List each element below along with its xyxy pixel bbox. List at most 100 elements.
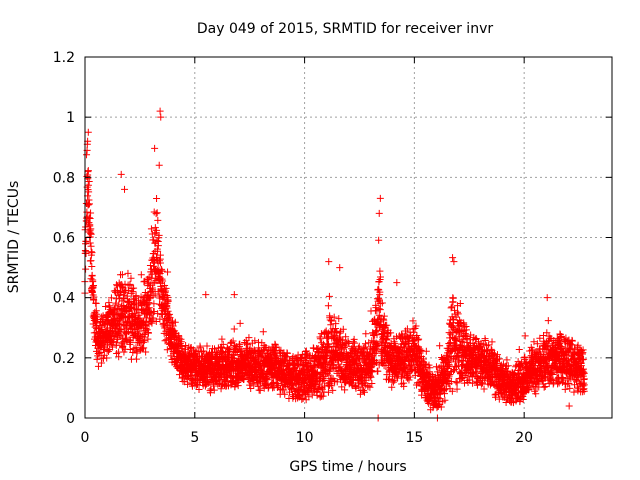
data-point bbox=[580, 375, 588, 383]
data-point bbox=[132, 292, 140, 300]
chart-title: Day 049 of 2015, SRMTID for receiver inv… bbox=[197, 21, 493, 37]
data-point bbox=[127, 274, 135, 282]
data-point bbox=[147, 287, 155, 295]
data-point bbox=[541, 382, 549, 390]
data-point bbox=[336, 264, 344, 272]
data-point bbox=[94, 362, 102, 370]
data-point bbox=[85, 214, 93, 222]
data-point bbox=[142, 318, 150, 326]
data-point bbox=[89, 282, 97, 290]
data-point bbox=[406, 373, 414, 381]
data-point bbox=[196, 344, 204, 352]
data-point bbox=[342, 333, 350, 341]
data-point bbox=[477, 380, 485, 388]
data-point bbox=[492, 364, 500, 372]
data-point bbox=[335, 315, 343, 323]
data-point bbox=[219, 340, 227, 348]
data-point bbox=[236, 319, 244, 327]
data-point bbox=[388, 383, 396, 391]
data-point bbox=[114, 320, 122, 328]
data-point bbox=[324, 302, 332, 310]
data-point bbox=[114, 335, 122, 343]
data-point bbox=[125, 298, 133, 306]
data-point bbox=[417, 346, 425, 354]
data-point bbox=[329, 386, 337, 394]
data-points bbox=[81, 107, 588, 422]
data-point bbox=[95, 349, 103, 357]
data-point bbox=[107, 294, 115, 302]
data-point bbox=[402, 363, 410, 371]
data-point bbox=[140, 337, 148, 345]
data-point bbox=[341, 386, 349, 394]
data-point bbox=[425, 399, 433, 407]
data-point bbox=[321, 328, 329, 336]
x-tick-label: 0 bbox=[81, 430, 90, 446]
data-point bbox=[359, 387, 367, 395]
data-point bbox=[82, 223, 90, 231]
data-point bbox=[328, 382, 336, 390]
data-point bbox=[184, 380, 192, 388]
data-point bbox=[106, 335, 114, 343]
data-point bbox=[137, 271, 145, 279]
data-point bbox=[378, 299, 386, 307]
data-point bbox=[112, 299, 120, 307]
data-point bbox=[283, 349, 291, 357]
data-point bbox=[473, 381, 481, 389]
data-point bbox=[351, 339, 359, 347]
data-point bbox=[579, 346, 587, 354]
data-point bbox=[227, 338, 235, 346]
data-point bbox=[109, 338, 117, 346]
data-point bbox=[366, 383, 374, 391]
data-point bbox=[84, 128, 92, 136]
data-point bbox=[113, 304, 121, 312]
data-point bbox=[376, 288, 384, 296]
data-point bbox=[292, 366, 300, 374]
data-point bbox=[130, 284, 138, 292]
data-point bbox=[566, 384, 574, 392]
data-point bbox=[544, 317, 552, 325]
data-point bbox=[383, 321, 391, 329]
data-point bbox=[532, 390, 540, 398]
data-point bbox=[210, 386, 218, 394]
data-point bbox=[570, 388, 578, 396]
data-point bbox=[565, 346, 573, 354]
data-point bbox=[281, 390, 289, 398]
data-point bbox=[88, 262, 96, 270]
data-point bbox=[153, 209, 161, 217]
data-point bbox=[338, 383, 346, 391]
data-point bbox=[155, 231, 163, 239]
data-point bbox=[171, 318, 179, 326]
data-point bbox=[453, 337, 461, 345]
data-point bbox=[424, 368, 432, 376]
data-point bbox=[90, 293, 98, 301]
data-point bbox=[88, 249, 96, 257]
data-point bbox=[84, 201, 92, 209]
data-point bbox=[452, 336, 460, 344]
data-point bbox=[380, 312, 388, 320]
data-point bbox=[82, 265, 90, 273]
data-point bbox=[109, 343, 117, 351]
data-point bbox=[543, 294, 551, 302]
data-point bbox=[230, 325, 238, 333]
data-point bbox=[380, 322, 388, 330]
data-point bbox=[124, 269, 132, 277]
data-point bbox=[360, 344, 368, 352]
data-point bbox=[445, 361, 453, 369]
data-point bbox=[149, 279, 157, 287]
data-point bbox=[152, 210, 160, 218]
data-point bbox=[159, 277, 167, 285]
data-point bbox=[437, 403, 445, 411]
data-point bbox=[448, 303, 456, 311]
data-point bbox=[580, 387, 588, 395]
y-tick-label: 1.2 bbox=[53, 50, 75, 66]
data-point bbox=[387, 329, 395, 337]
data-point bbox=[154, 216, 162, 224]
data-point bbox=[329, 342, 337, 350]
data-point bbox=[157, 113, 165, 121]
data-point bbox=[84, 167, 92, 175]
data-point bbox=[453, 385, 461, 393]
data-point bbox=[376, 267, 384, 275]
data-point bbox=[116, 331, 124, 339]
data-point bbox=[340, 343, 348, 351]
